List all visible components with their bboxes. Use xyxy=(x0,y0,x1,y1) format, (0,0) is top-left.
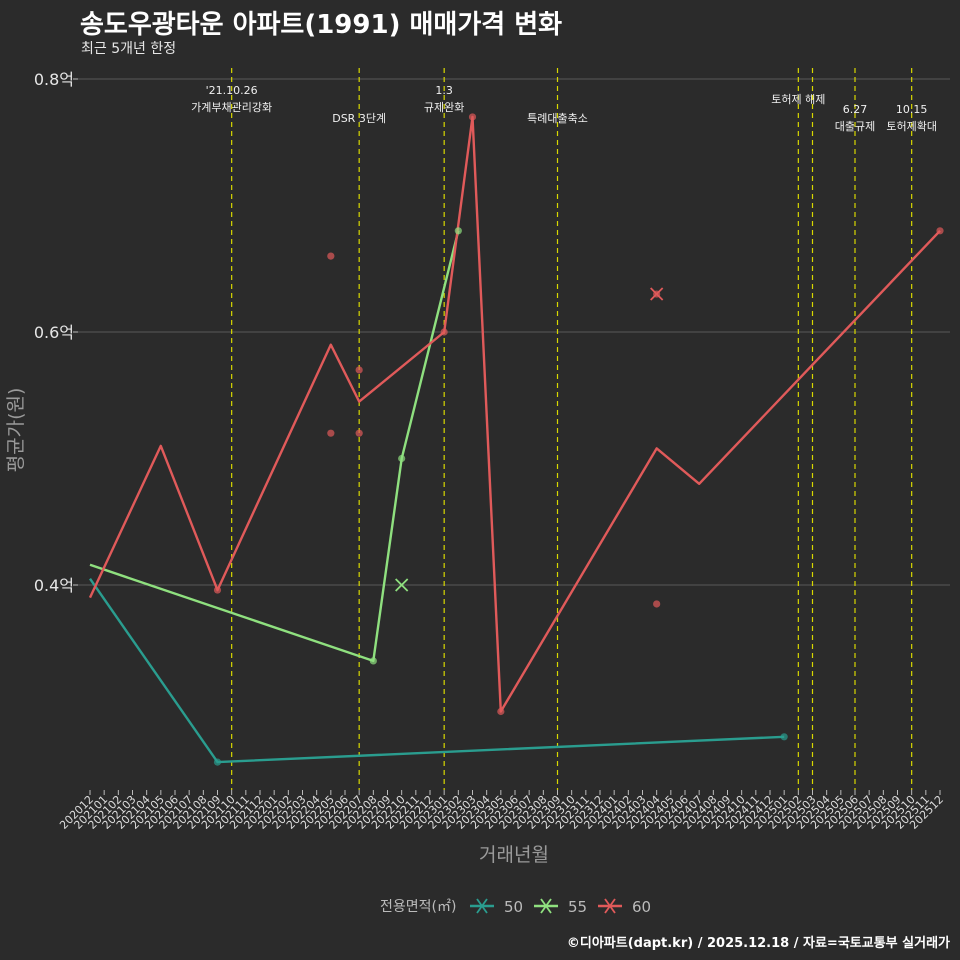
event-label: 6.27 xyxy=(843,103,868,116)
event-label: 10.15 xyxy=(896,103,928,116)
data-point-60 xyxy=(327,429,335,437)
y-tick-label: 0.4억 xyxy=(34,576,74,595)
series-line-55 xyxy=(89,230,460,663)
chart-title: 송도우광타운 아파트(1991) 매매가격 변화 xyxy=(80,10,563,40)
data-point-60 xyxy=(936,227,944,235)
data-point-60 xyxy=(440,328,448,336)
legend-label: 50 xyxy=(504,898,523,916)
event-label: 1.3 xyxy=(435,84,453,97)
legend-swatch-cross xyxy=(604,898,616,914)
event-label: 대출규제 xyxy=(835,120,875,133)
legend-label: 55 xyxy=(568,898,587,916)
data-point-60 xyxy=(213,586,222,594)
event-label: 규제완화 xyxy=(424,101,464,114)
data-point-60 xyxy=(355,366,363,374)
cross-marker-55 xyxy=(395,578,409,592)
event-label: 토허제확대 xyxy=(886,120,937,133)
cross-marker-60 xyxy=(650,287,664,301)
data-point-60 xyxy=(468,113,477,121)
data-point-55 xyxy=(369,657,377,665)
event-label: '21.10.26 xyxy=(206,84,258,97)
event-label: 토허제 해제 xyxy=(771,92,825,106)
y-axis-title: 평균가(원) xyxy=(5,388,27,473)
event-label: DSR 3단계 xyxy=(332,112,386,125)
data-point-60 xyxy=(653,600,661,608)
source-caption: ©디아파트(dapt.kr) / 2025.12.18 / 자료=국토교통부 실… xyxy=(566,936,950,951)
event-label: 특례대출축소 xyxy=(527,112,588,125)
x-axis-title: 거래년월 xyxy=(479,844,549,866)
data-point-60 xyxy=(355,429,363,437)
series-line-50 xyxy=(89,578,785,764)
data-point-50 xyxy=(780,733,788,741)
legend-label: 60 xyxy=(632,898,651,916)
data-point-60 xyxy=(497,707,505,716)
data-point-55 xyxy=(398,454,406,463)
legend-swatch-cross xyxy=(540,898,552,914)
data-point-55 xyxy=(454,227,462,235)
legend-title: 전용면적(㎡) xyxy=(380,899,456,915)
chart-subtitle: 최근 5개년 한정 xyxy=(81,41,177,57)
y-tick-label: 0.8억 xyxy=(34,70,74,89)
data-point-60 xyxy=(327,252,335,260)
data-point-50 xyxy=(213,758,222,766)
legend-swatch-cross xyxy=(476,898,488,914)
y-tick-label: 0.6억 xyxy=(34,323,74,342)
event-label: 가계부채관리강화 xyxy=(191,101,272,114)
